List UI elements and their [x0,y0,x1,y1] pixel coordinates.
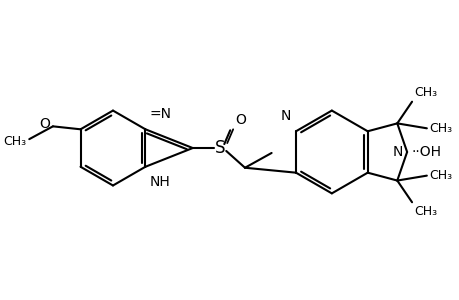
Text: O: O [39,117,50,131]
Text: N: N [392,145,402,159]
Text: NH: NH [149,175,170,189]
Text: CH₃: CH₃ [413,86,436,99]
Text: N: N [280,110,291,123]
Text: CH₃: CH₃ [428,169,451,182]
Text: =N: =N [149,107,171,122]
Text: CH₃: CH₃ [413,205,436,218]
Text: O: O [235,113,246,127]
Text: CH₃: CH₃ [428,122,451,135]
Text: ··OH: ··OH [410,145,440,159]
Text: S: S [215,139,225,157]
Text: CH₃: CH₃ [3,135,26,148]
